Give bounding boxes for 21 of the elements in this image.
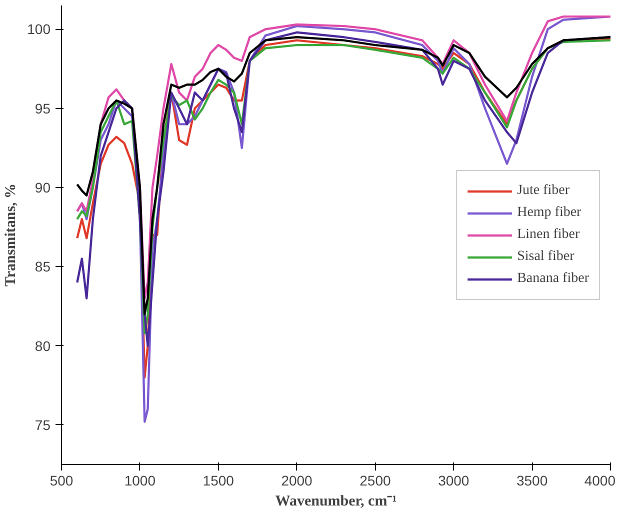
x-tick-label: 2500 [360, 472, 391, 488]
y-tick-label: 75 [34, 416, 51, 433]
x-tick-label: 1500 [202, 472, 234, 488]
x-tick-label: 500 [50, 472, 74, 488]
x-tick-label: 4000 [584, 472, 616, 488]
y-tick-label: 100 [27, 21, 51, 38]
legend-label: Jute fiber [517, 182, 570, 198]
y-tick-label: 95 [34, 100, 51, 116]
x-tick-label: 1000 [124, 472, 156, 488]
legend-label: Sisal fiber [517, 248, 574, 264]
y-axis-title: Transmitans, % [3, 183, 20, 287]
y-tick-label: 90 [34, 180, 51, 196]
legend-label: Linen fiber [517, 226, 580, 242]
x-tick-label: 3500 [516, 472, 548, 488]
x-tick-label: 2000 [281, 472, 313, 488]
y-tick-label: 85 [34, 258, 51, 275]
x-axis-title: Wavenumber, cm⁻¹ [275, 494, 397, 510]
y-tick-label: 80 [34, 338, 51, 354]
x-tick-label: 3000 [438, 472, 470, 488]
legend-label: Banana fiber [517, 270, 589, 286]
legend-label: Hemp fiber [517, 204, 582, 220]
